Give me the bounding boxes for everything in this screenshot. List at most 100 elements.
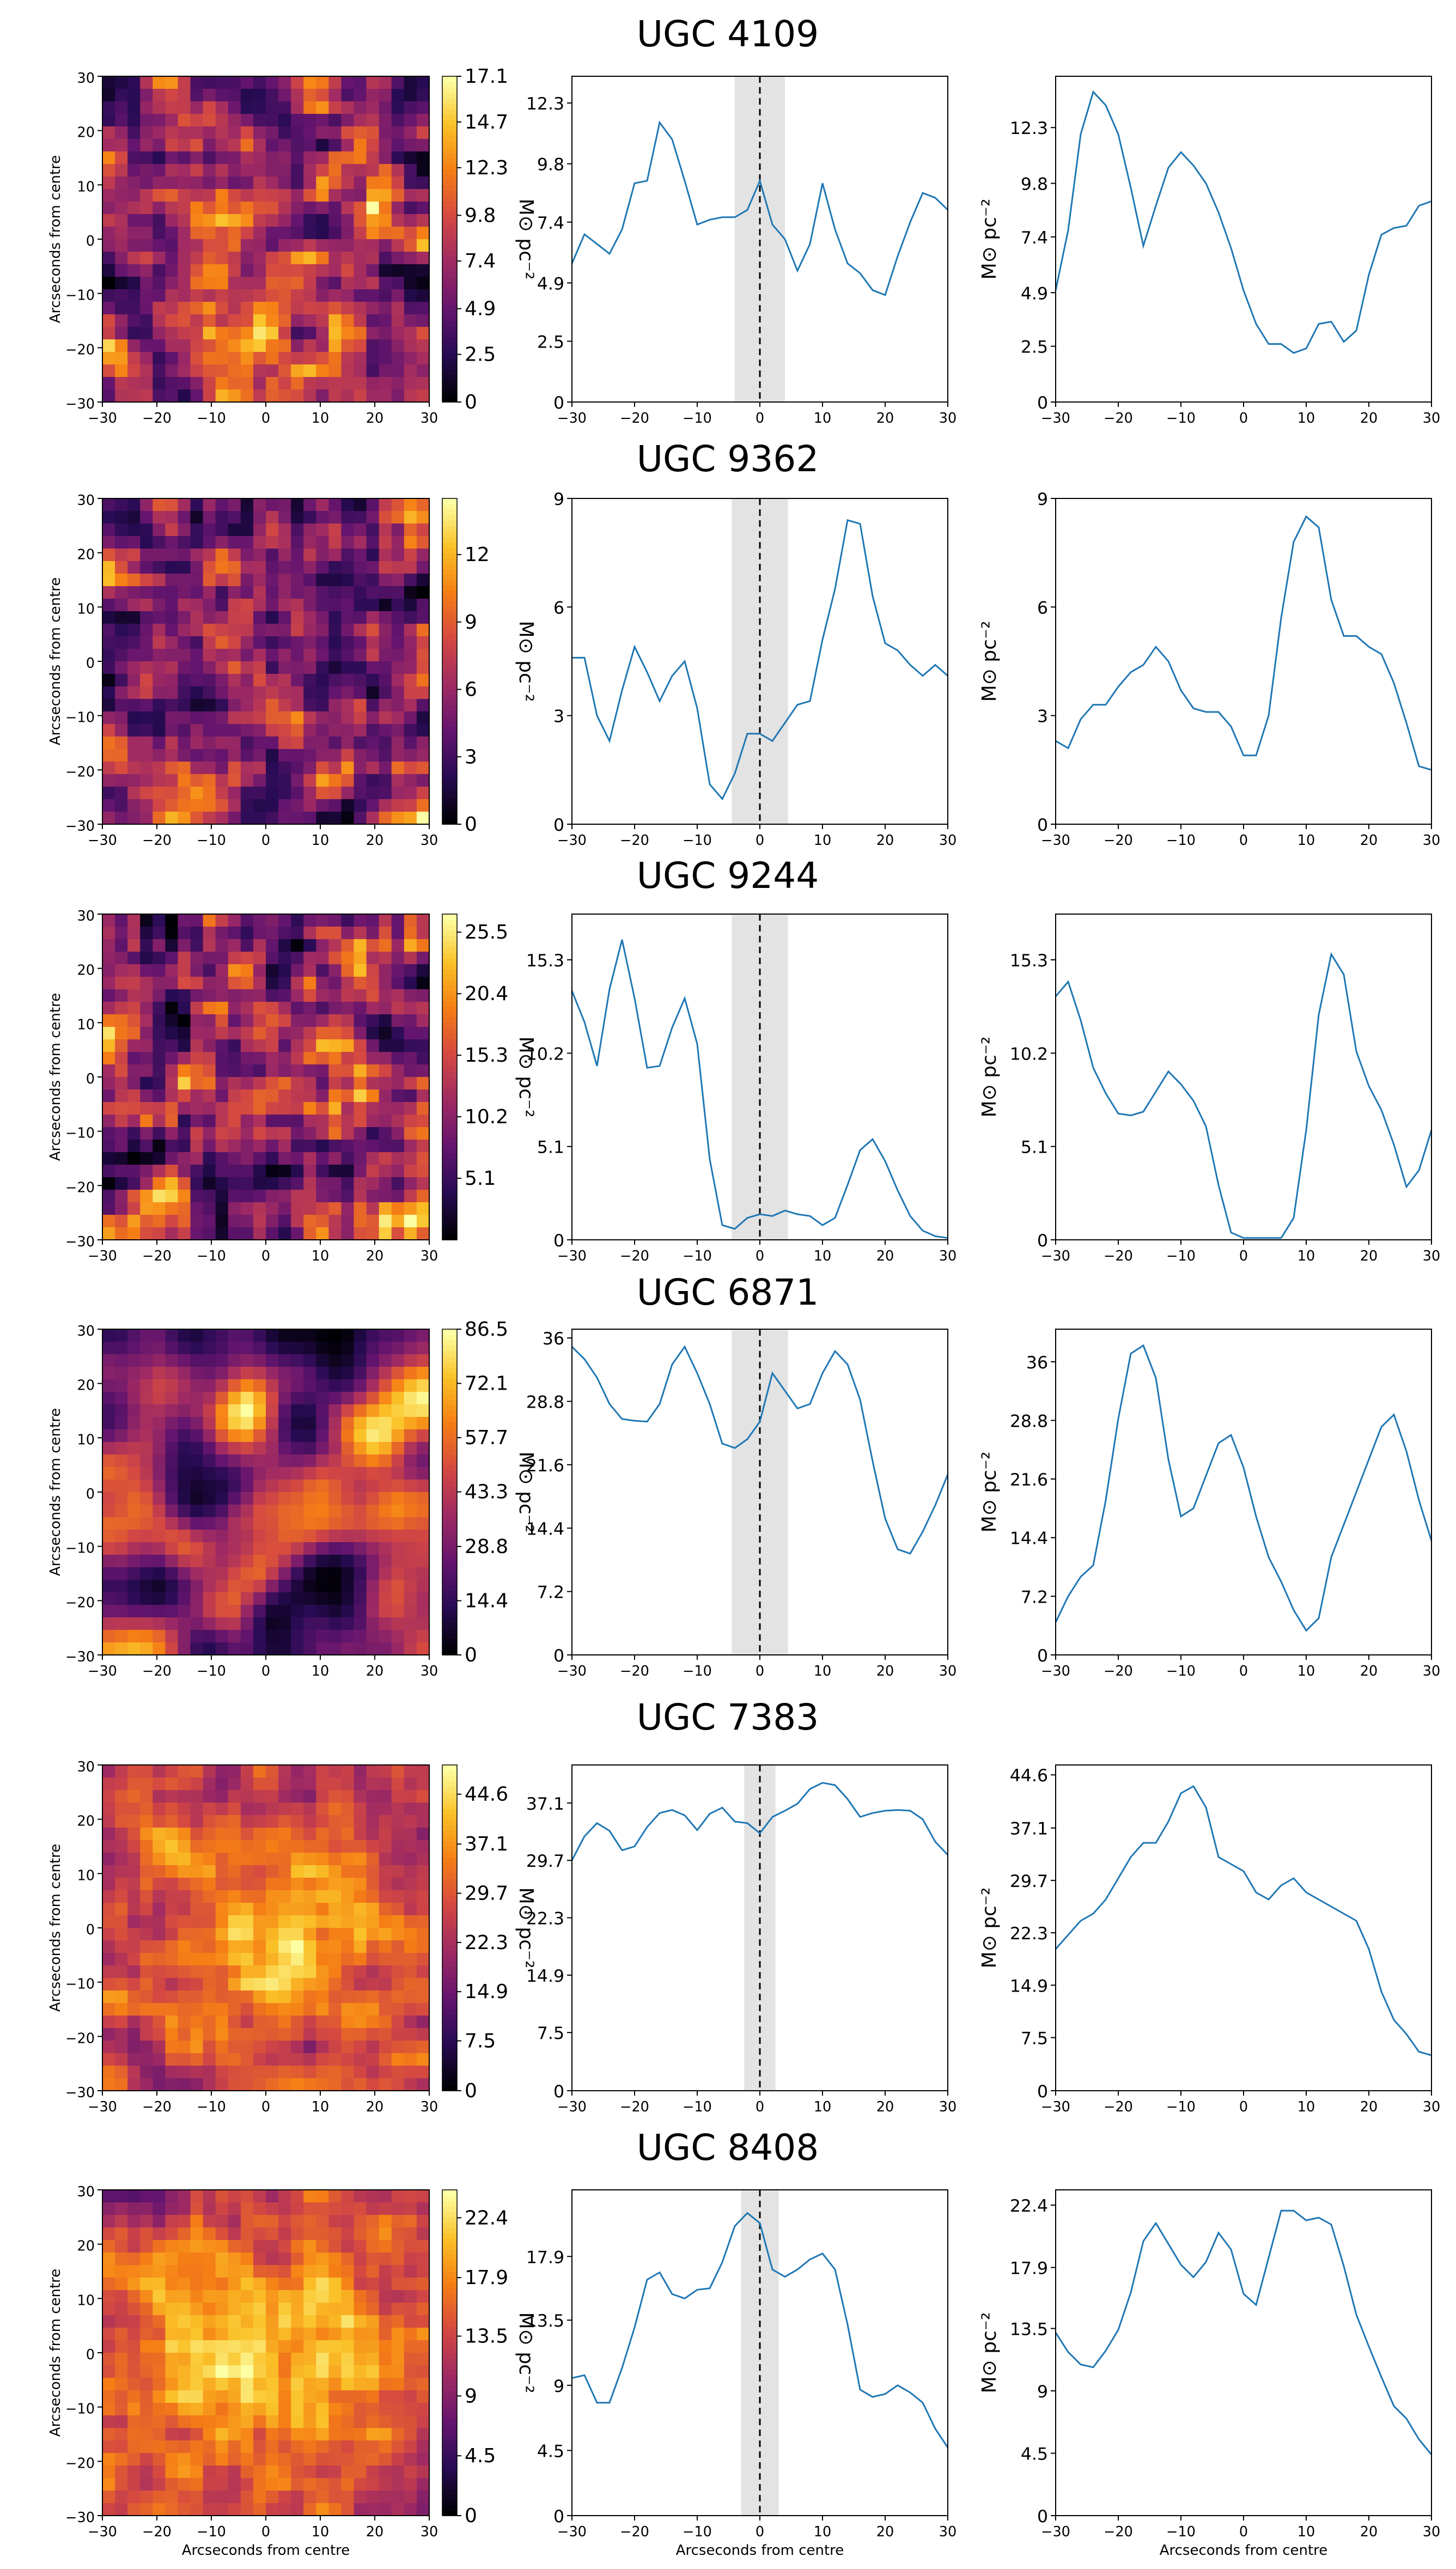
map-pixel [316, 1354, 329, 1367]
map-pixel [341, 1404, 355, 1417]
map-pixel [228, 536, 241, 549]
map-pixel [316, 989, 329, 1002]
map-pixel [316, 699, 329, 712]
map-pixel [153, 1417, 166, 1430]
map-pixel [178, 327, 191, 340]
map-ytick-label: 20 [77, 1378, 95, 1394]
map-pixel [328, 339, 342, 352]
map-ytick-label: −10 [65, 288, 95, 304]
colorbar-step [442, 1600, 457, 1607]
map-pixel [115, 1567, 128, 1580]
map-pixel [366, 1580, 380, 1593]
colorbar-step [442, 266, 457, 272]
map-pixel [140, 2253, 153, 2266]
map-pixel [341, 264, 355, 277]
map-pixel [278, 1828, 291, 1841]
map-pixel [115, 799, 128, 812]
map-pixel [153, 114, 166, 127]
map-pixel [354, 762, 367, 775]
map-pixel [379, 1392, 392, 1405]
map-pixel [215, 76, 229, 89]
map-pixel [291, 1442, 304, 1455]
map-pixel [379, 139, 392, 152]
map-pixel [379, 202, 392, 215]
map-pixel [341, 314, 355, 327]
colorbar-step [442, 1055, 457, 1061]
galaxy-title: UGC 9244 [637, 855, 819, 897]
map-pixel [366, 599, 380, 612]
map-pixel [291, 927, 304, 940]
map-ytick-label: −10 [65, 1976, 95, 1993]
map-pixel [115, 1102, 128, 1115]
map-pixel [266, 352, 279, 365]
plot-area [1056, 914, 1431, 1240]
map-pixel [127, 2016, 141, 2029]
colorbar-step [442, 1174, 457, 1181]
map-pixel [178, 2240, 191, 2253]
map-pixel [115, 1542, 128, 1555]
map-pixel [215, 914, 229, 927]
map-pixel [404, 2290, 417, 2303]
map-pixel [379, 1014, 392, 1027]
map-pixel [190, 1777, 204, 1791]
map-pixel [240, 2315, 254, 2328]
map-pixel [102, 914, 115, 927]
map-pixel [115, 239, 128, 252]
map-pixel [341, 327, 355, 340]
map-pixel [278, 939, 291, 952]
map-pixel [303, 2253, 316, 2266]
map-pixel [153, 1630, 166, 1643]
map-pixel [165, 2240, 179, 2253]
map-pixel [328, 749, 342, 762]
colorbar-tick-label: 4.9 [465, 298, 496, 320]
map-pixel [115, 277, 128, 290]
colorbar-step [442, 81, 457, 88]
map-pixel [190, 1990, 204, 2004]
map-pixel [416, 1630, 429, 1643]
map-pixel [115, 2240, 128, 2253]
map-pixel [266, 2253, 279, 2266]
map-pixel [266, 952, 279, 965]
map-pixel [328, 1605, 342, 1618]
colorbar-step [442, 1443, 457, 1450]
map-pixel [266, 377, 279, 390]
map-pixel [379, 164, 392, 177]
map-pixel [316, 561, 329, 574]
map-pixel [115, 498, 128, 512]
map-pixel [366, 1190, 380, 1203]
map-pixel [316, 1803, 329, 1816]
map-xtick-label: 0 [261, 410, 270, 427]
map-pixel [278, 586, 291, 599]
map-pixel [391, 1592, 405, 1605]
map-pixel [178, 126, 191, 139]
map-pixel [190, 1115, 204, 1128]
map-pixel [341, 1177, 355, 1190]
map-pixel [303, 812, 316, 824]
map-pixel [366, 1404, 380, 1417]
map-pixel [178, 364, 191, 378]
colorbar: 07.514.922.329.737.144.6M⊙ pc⁻² [442, 1764, 537, 2102]
colorbar-step [442, 1819, 457, 1825]
map-pixel [366, 2253, 380, 2266]
map-pixel [190, 176, 204, 190]
colorbar-step [442, 1960, 457, 1967]
map-pixel [203, 1765, 216, 1778]
map-pixel [354, 114, 367, 127]
map-pixel [328, 2041, 342, 2054]
map-pixel [228, 1367, 241, 1380]
map-pixel [291, 1165, 304, 1178]
map-pixel [165, 2303, 179, 2316]
colorbar-step [442, 1535, 457, 1542]
map-pixel [416, 927, 429, 940]
colorbar-step [442, 1196, 457, 1203]
colorbar-step [442, 1028, 457, 1034]
map-pixel [127, 523, 141, 537]
map-pixel [291, 1605, 304, 1618]
map-pixel [354, 1840, 367, 1853]
map-pixel [190, 1367, 204, 1380]
map-pixel [127, 1152, 141, 1165]
map-pixel [115, 724, 128, 737]
map-pixel [240, 1202, 254, 1215]
map-pixel [354, 239, 367, 252]
map-pixel [215, 624, 229, 637]
